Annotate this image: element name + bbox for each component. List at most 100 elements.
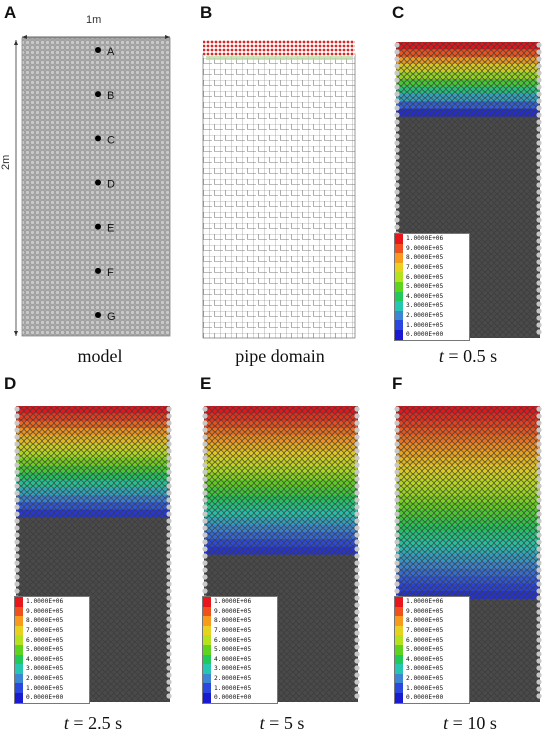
legend-entry: 4.0000E+05 [395,654,469,665]
legend-entry: 0.0000E+00 [395,692,469,703]
legend-entry: 9.0000E+05 [203,606,277,617]
legend-label: 4.0000E+05 [406,292,444,300]
panel-letter-b: B [200,3,213,22]
caption-pipe-domain: pipe domain [235,346,325,366]
legend-swatch [395,301,403,311]
caption-time-d: t = 2.5 s [33,714,153,732]
legend-entry: 1.0000E+06 [15,597,89,607]
legend-entry: 5.0000E+05 [203,644,277,655]
legend-swatch [395,262,403,273]
legend-label: 0.0000E+00 [26,694,64,702]
legend-label: 2.0000E+05 [214,675,252,683]
legend-swatch [203,625,211,636]
legend-label: 7.0000E+05 [214,627,252,635]
legend-swatch [395,606,403,617]
legend-swatch [395,635,403,645]
legend-entry: 7.0000E+05 [203,625,277,636]
legend-swatch [15,644,23,655]
legend-swatch [395,329,403,340]
monitoring-point-label: E [107,223,114,235]
caption-time-value: = 5 s [264,713,305,733]
legend-label: 2.0000E+05 [26,675,64,683]
legend-swatch [395,234,403,244]
monitoring-point-g [95,312,101,318]
legend-label: 6.0000E+05 [406,273,444,281]
legend-label: 9.0000E+05 [214,607,252,615]
legend-entry: 6.0000E+05 [395,272,469,282]
legend-label: 8.0000E+05 [214,617,252,625]
legend-entry: 7.0000E+05 [395,262,469,273]
legend-label: 9.0000E+05 [406,607,444,615]
pressurized-boundary [203,40,355,56]
legend-label: 0.0000E+00 [406,331,444,339]
legend-entry: 5.0000E+05 [15,644,89,655]
caption-time-symbol: t [259,713,265,733]
legend-entry: 6.0000E+05 [203,635,277,645]
legend-label: 1.0000E+05 [214,684,252,692]
legend-entry: 1.0000E+06 [395,597,469,607]
legend-entry: 2.0000E+05 [395,310,469,321]
legend-swatch [395,616,403,626]
legend-swatch [395,320,403,330]
legend-swatch [395,692,403,703]
legend-label: 3.0000E+05 [214,665,252,673]
legend-entry: 1.0000E+06 [203,597,277,607]
pressure-legend-c: 1.0000E+06 9.0000E+05 8.0000E+05 7.0000E+05… [394,233,470,341]
legend-label: 6.0000E+05 [26,636,64,644]
legend-label: 4.0000E+05 [214,655,252,663]
transition-band [206,56,352,60]
caption-time-value: = 10 s [448,713,497,733]
legend-swatch [203,683,211,693]
monitoring-point-d [95,179,101,186]
legend-label: 1.0000E+06 [406,598,444,606]
pipe-network [202,40,356,339]
legend-label: 8.0000E+05 [406,254,444,262]
panel-letter-d: D [4,374,17,393]
legend-label: 6.0000E+05 [406,636,444,644]
legend-label: 1.0000E+06 [406,235,444,243]
legend-swatch [395,683,403,693]
legend-entry: 1.0000E+05 [15,683,89,693]
legend-entry: 8.0000E+05 [15,616,89,626]
panel-letter-a: A [4,3,17,22]
caption-time-f: t = 10 s [410,714,530,732]
legend-swatch [15,664,23,674]
legend-entry: 6.0000E+05 [15,635,89,645]
panel-letter-c: C [392,3,405,22]
legend-label: 7.0000E+05 [406,627,444,635]
legend-swatch [203,635,211,645]
caption-time-symbol: t [443,713,449,733]
legend-label: 1.0000E+05 [406,684,444,692]
legend-swatch [395,654,403,665]
legend-label: 5.0000E+05 [26,646,64,654]
legend-entry: 3.0000E+05 [395,301,469,311]
monitoring-point-label: F [107,267,114,279]
legend-label: 8.0000E+05 [26,617,64,625]
monitoring-point-label: D [107,179,115,191]
legend-label: 0.0000E+00 [406,694,444,702]
legend-label: 6.0000E+05 [214,636,252,644]
pipe-domain-panel [198,36,360,340]
pipe-cells [202,53,356,339]
legend-entry: 7.0000E+05 [395,625,469,636]
legend-swatch [395,291,403,302]
legend-entry: 0.0000E+00 [15,692,89,703]
legend-entry: 2.0000E+05 [15,673,89,684]
legend-label: 0.0000E+00 [214,694,252,702]
legend-swatch [15,625,23,636]
legend-swatch [203,606,211,617]
legend-entry: 2.0000E+05 [203,673,277,684]
legend-entry: 9.0000E+05 [395,243,469,254]
legend-label: 1.0000E+05 [406,321,444,329]
legend-label: 7.0000E+05 [26,627,64,635]
legend-swatch [203,644,211,655]
legend-swatch [203,654,211,665]
legend-swatch [15,597,23,607]
legend-swatch [15,692,23,703]
legend-swatch [395,597,403,607]
panel-letter-e: E [200,374,212,393]
pressure-legend-d: 1.0000E+06 9.0000E+05 8.0000E+05 7.0000E+05… [14,596,90,704]
monitoring-point-label: B [107,90,114,102]
legend-swatch [395,664,403,674]
legend-swatch [15,683,23,693]
